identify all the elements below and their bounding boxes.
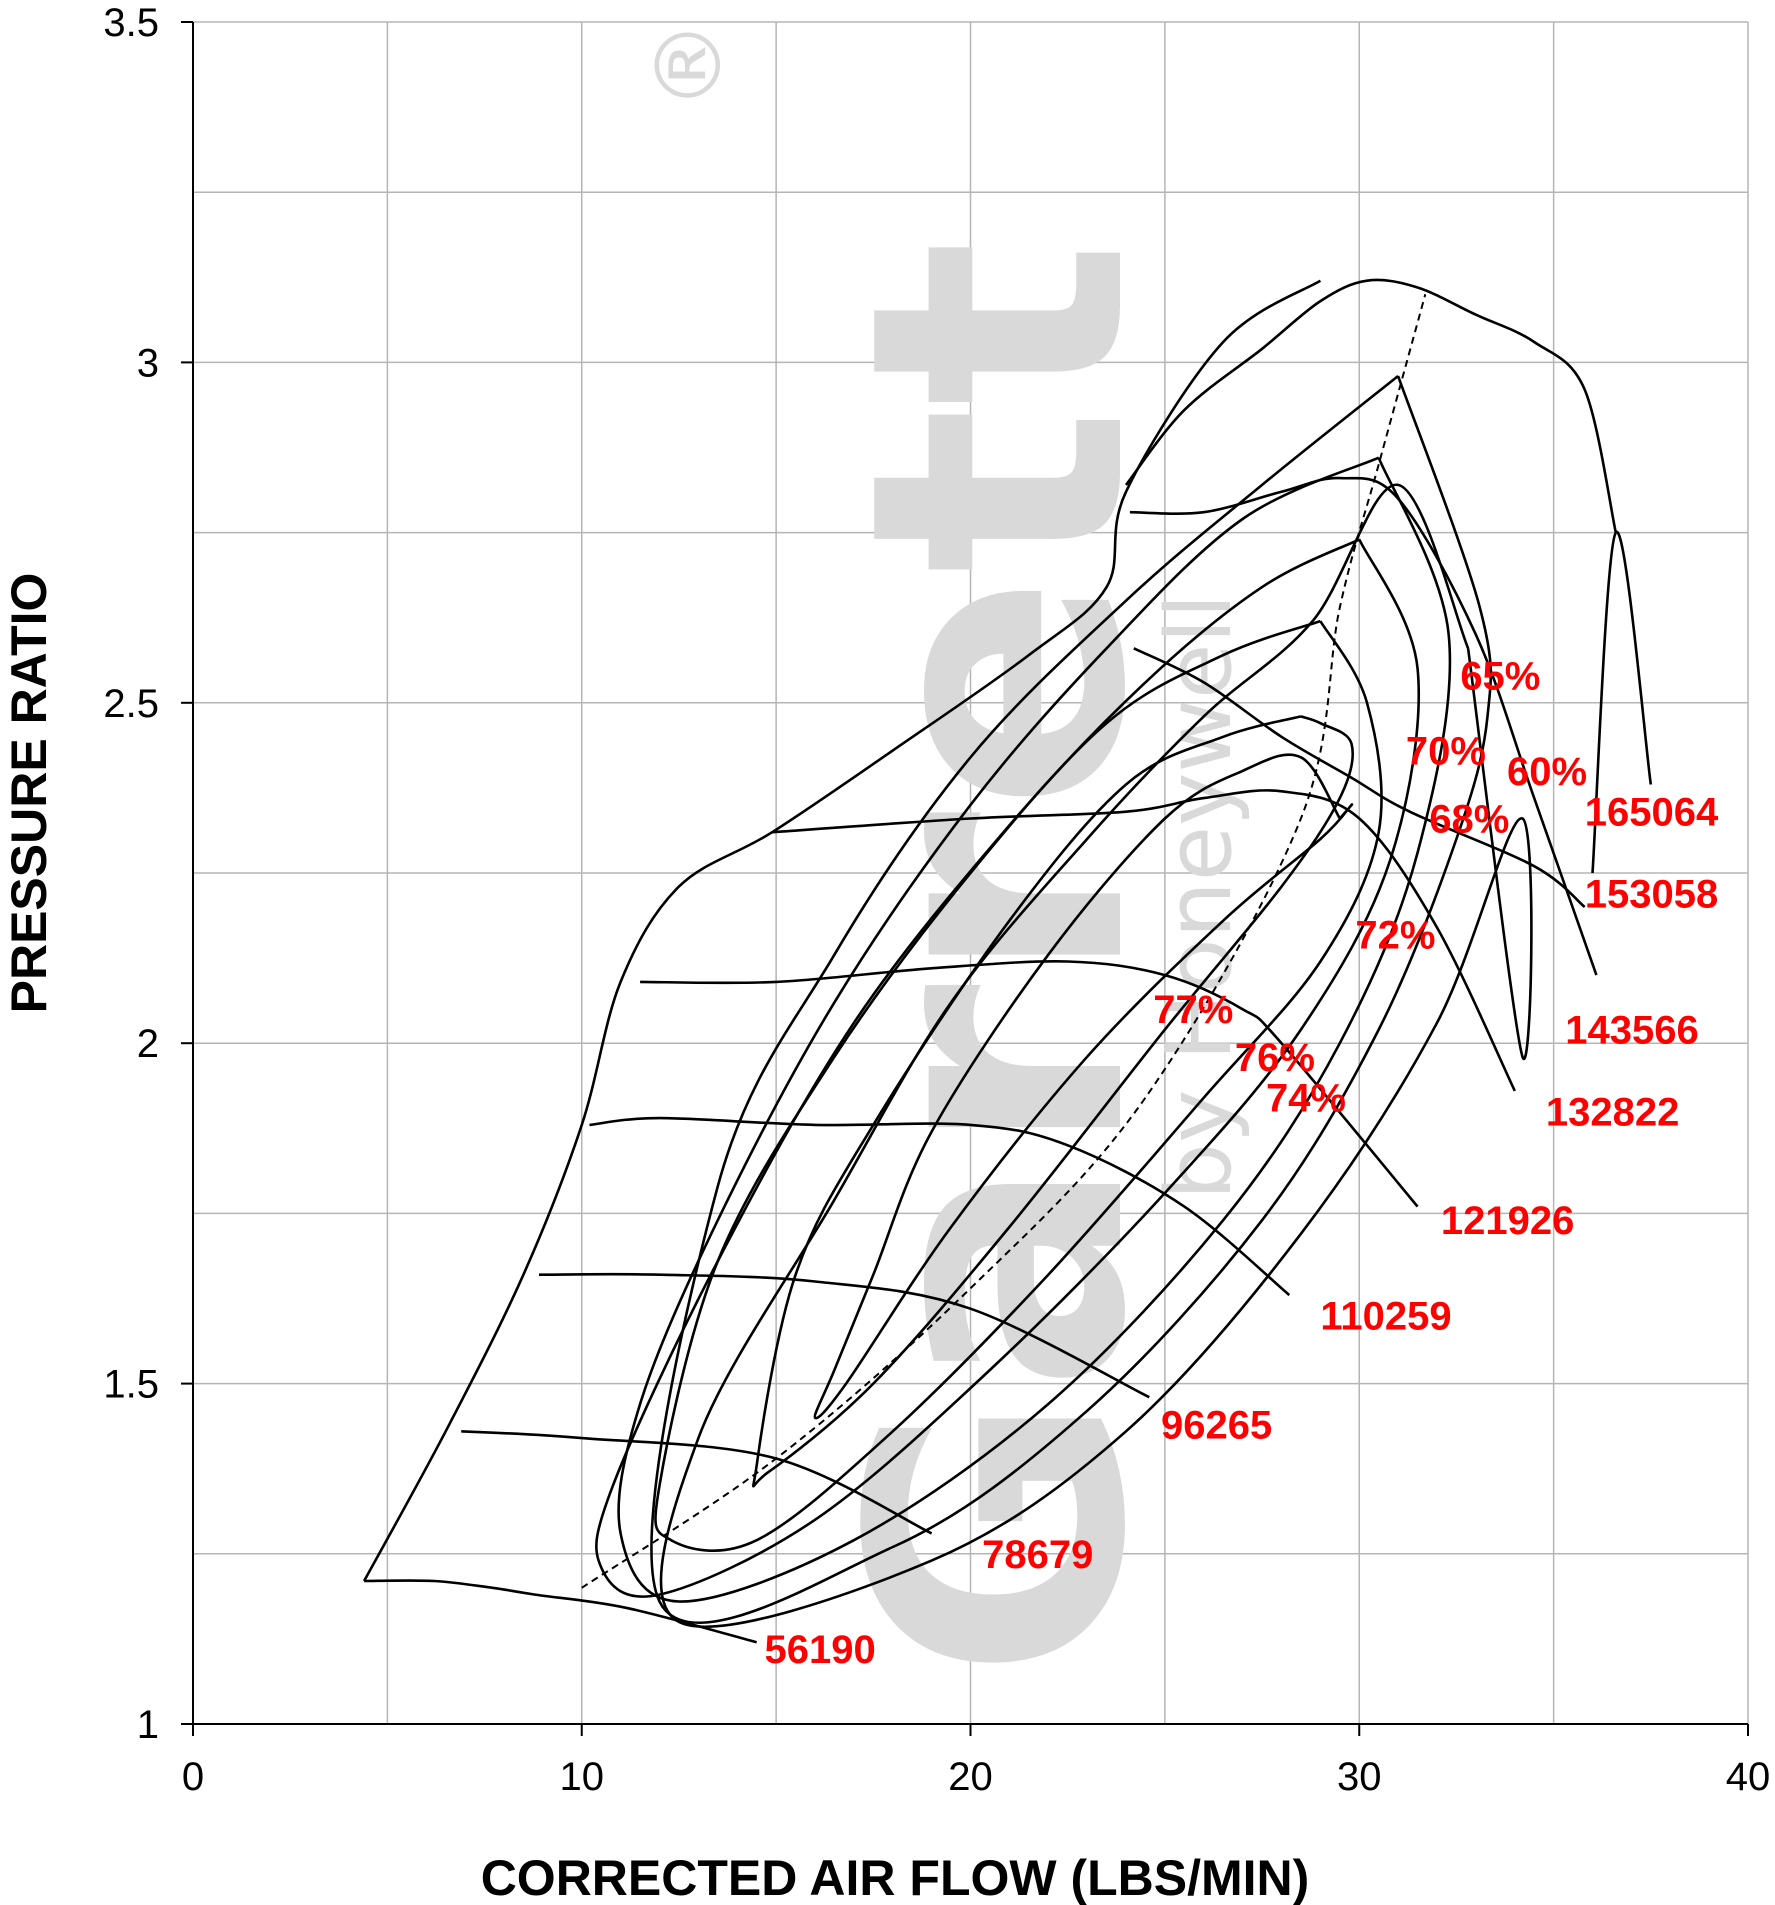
speed-line-121926 (640, 960, 1419, 1208)
speed-line-153058 (1124, 278, 1618, 533)
speed-line-label-143566: 143566 (1565, 1009, 1698, 1053)
speed-line-143566 (1129, 476, 1598, 976)
x-tick-label: 20 (948, 1755, 993, 1799)
speed-line-label-78679: 78679 (982, 1533, 1093, 1577)
watermark: Garrett by Honeywell ® (637, 20, 1252, 1680)
y-axis-title: PRESSURE RATIO (1, 573, 57, 1014)
y-tick-label: 3 (137, 341, 159, 385)
efficiency-label-77pct: 77% (1153, 988, 1233, 1032)
y-tick-label: 1.5 (103, 1363, 159, 1407)
x-axis-title: CORRECTED AIR FLOW (LBS/MIN) (481, 1850, 1310, 1905)
y-tick-label: 3.5 (103, 1, 159, 45)
efficiency-island-68pct (650, 374, 1493, 1624)
speed-line-label-56190: 56190 (764, 1628, 875, 1672)
efficiency-label-74pct: 74% (1266, 1077, 1346, 1121)
map-labels: 56190 78679 96265 110259 121926 132822 143566 1… (764, 655, 1718, 1673)
speed-line-56190 (364, 1579, 758, 1644)
speed-line-label-153058: 153058 (1585, 872, 1718, 916)
efficiency-label-72pct: 72% (1355, 913, 1435, 957)
y-tick-label: 2.5 (103, 682, 159, 726)
speed-line-78679 (461, 1430, 933, 1535)
x-tick-label: 10 (560, 1755, 605, 1799)
watermark-sub: by Honeywell (1147, 594, 1252, 1200)
speed-line-165064 (1591, 531, 1653, 874)
speed-line-label-96265: 96265 (1161, 1403, 1272, 1447)
speed-line-label-121926: 121926 (1441, 1199, 1574, 1243)
speed-line-label-132822: 132822 (1546, 1090, 1679, 1134)
x-tick-label: 40 (1726, 1755, 1771, 1799)
y-tick-label: 2 (137, 1022, 159, 1066)
x-tick-label: 30 (1337, 1755, 1382, 1799)
efficiency-label-76pct: 76% (1235, 1036, 1315, 1080)
peak-efficiency-centerline (581, 294, 1427, 1589)
surge-line (362, 279, 1322, 1582)
efficiency-label-70pct: 70% (1406, 729, 1486, 773)
efficiency-label-60pct: 60% (1507, 750, 1587, 794)
y-tick-label: 1 (137, 1703, 159, 1747)
speed-line-96265 (538, 1272, 1150, 1399)
speed-line-label-110259: 110259 (1320, 1295, 1451, 1339)
speed-line-label-165064: 165064 (1585, 791, 1719, 835)
efficiency-island-72pct (595, 538, 1421, 1598)
efficiency-island-77pct (813, 753, 1354, 1420)
x-tick-label: 0 (182, 1755, 204, 1799)
efficiency-island-70pct (617, 456, 1452, 1603)
watermark-brand: Garrett (795, 239, 1203, 1680)
grid-lines (192, 21, 1749, 1725)
speed-line-132822 (772, 789, 1516, 1092)
efficiency-label-68pct: 68% (1429, 798, 1509, 842)
speed-line-110259 (589, 1116, 1291, 1297)
watermark-registered-mark: ® (637, 20, 742, 110)
axes: 0 10 20 30 40 1 1.5 2 2.5 3 3.5 (103, 1, 1770, 1799)
map-curves (362, 278, 1653, 1644)
efficiency-island-60pct (1133, 647, 1586, 909)
efficiency-label-65pct: 65% (1460, 655, 1540, 699)
